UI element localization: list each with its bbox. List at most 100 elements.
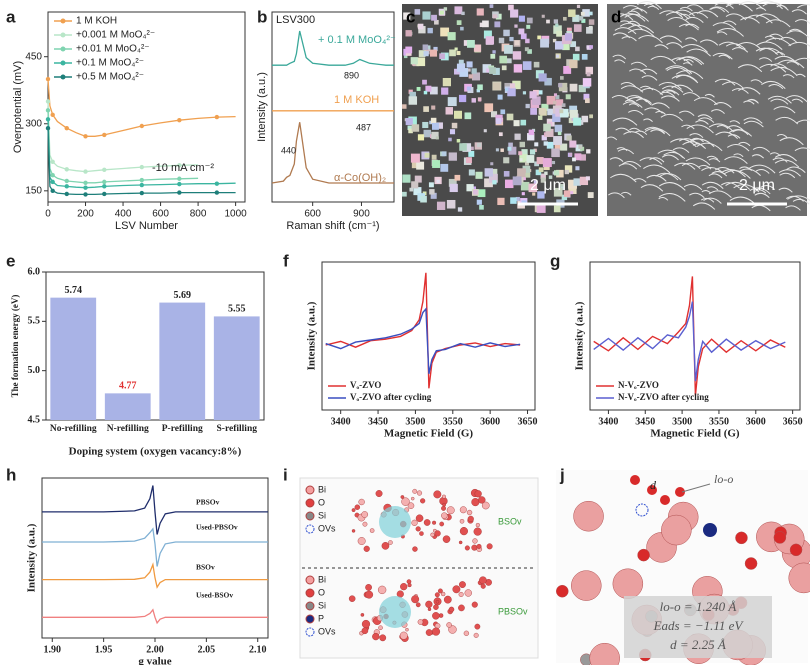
sem-grain (447, 32, 456, 41)
sem-grain (410, 153, 420, 163)
sem-grain (545, 128, 554, 138)
sem-grain (489, 168, 498, 177)
sem-grain (563, 16, 567, 21)
sem-flake (672, 147, 690, 154)
sem-flake (614, 27, 637, 35)
sem-flake (701, 181, 724, 190)
sem-flake (731, 88, 749, 94)
series-line (42, 527, 268, 567)
atom (459, 519, 465, 524)
atom (473, 527, 482, 536)
sem-flake (725, 181, 751, 190)
legend-atom (305, 575, 315, 585)
sem-grain (466, 157, 472, 164)
sem-flake (754, 189, 767, 194)
sem-grain (485, 36, 495, 45)
sem-flake (659, 173, 682, 181)
bar (159, 302, 206, 420)
series-marker (64, 126, 69, 131)
sem-flake (758, 57, 773, 62)
sem-flake (633, 178, 647, 183)
sem-flake (624, 13, 649, 22)
series-marker (102, 191, 107, 197)
sem-flake (761, 80, 786, 89)
sem-grain (442, 77, 451, 87)
bar (104, 393, 151, 420)
sem-grain (440, 163, 449, 172)
series-marker (50, 172, 55, 178)
x-tick-label: 3550 (443, 416, 463, 427)
atom (458, 604, 465, 612)
sem-grain (520, 181, 530, 191)
sem-grain (566, 135, 572, 141)
sem-grain (522, 176, 526, 181)
sem-flake (750, 79, 763, 84)
legend-atom (305, 627, 315, 637)
sem-grain (555, 23, 559, 27)
sem-grain (501, 65, 507, 71)
sem-grain (563, 190, 571, 197)
atom (405, 627, 409, 632)
scale-bar-label: 2 μm (739, 177, 775, 194)
sem-flake (706, 186, 719, 191)
sem-grain (541, 135, 547, 141)
y-tick-label: 150 (25, 185, 42, 196)
sem-grain (488, 173, 498, 183)
sem-grain (457, 207, 463, 212)
series-marker (177, 190, 182, 195)
sem-flake (606, 136, 618, 141)
sem-flake (785, 205, 801, 211)
sem-grain (519, 141, 526, 148)
sem-grain (576, 4, 581, 9)
sem-grain (439, 53, 445, 60)
series-marker (50, 188, 55, 194)
sem-grain (534, 142, 539, 147)
series-line (42, 485, 268, 535)
sem-grain (570, 191, 574, 195)
sem-grain (414, 9, 421, 15)
sem-grain (484, 178, 493, 188)
sem-grain (569, 105, 578, 114)
sem-grain (430, 49, 438, 57)
sem-grain (512, 80, 521, 90)
sem-grain (508, 4, 514, 11)
sem-grain (424, 152, 430, 158)
series-marker (45, 99, 51, 104)
sem-flake (659, 91, 675, 98)
atom (475, 522, 480, 528)
sem-grain (563, 65, 572, 74)
sem-flake (665, 65, 693, 75)
sem-flake (727, 144, 750, 152)
sem-flake (718, 41, 743, 50)
atom (472, 538, 478, 544)
sem-flake (738, 168, 761, 176)
sem-flake (708, 173, 723, 179)
series-marker (83, 192, 88, 197)
sem-flake (777, 134, 788, 138)
sem-grain (492, 67, 500, 75)
sem-grain (561, 194, 568, 201)
legend-atom (305, 601, 315, 611)
sem-flake (624, 99, 637, 104)
legend-label: +0.001 M MoO₄²⁻ (76, 30, 155, 41)
sem-grain (564, 165, 573, 173)
sem-grain (418, 26, 426, 34)
sem-grain (568, 9, 576, 17)
sem-grain (546, 141, 554, 149)
sem-flake (639, 157, 663, 165)
adsorbate-o (647, 485, 657, 495)
sem-grain (402, 174, 411, 183)
structure-name: PBSOv (498, 606, 528, 616)
sem-grain (429, 86, 438, 95)
sem-grain (504, 45, 513, 54)
sem-flake (678, 138, 698, 145)
sem-flake (628, 109, 644, 116)
atom (399, 631, 408, 640)
sem-grain (449, 129, 456, 135)
y-axis-label: Intensity (a.u.) (306, 301, 318, 370)
sem-grain (514, 24, 518, 28)
sem-grain (519, 158, 523, 162)
legend-label: +0.1 M MoO₄²⁻ (76, 58, 144, 69)
sem-flake (775, 116, 799, 125)
sem-flake (789, 28, 805, 34)
